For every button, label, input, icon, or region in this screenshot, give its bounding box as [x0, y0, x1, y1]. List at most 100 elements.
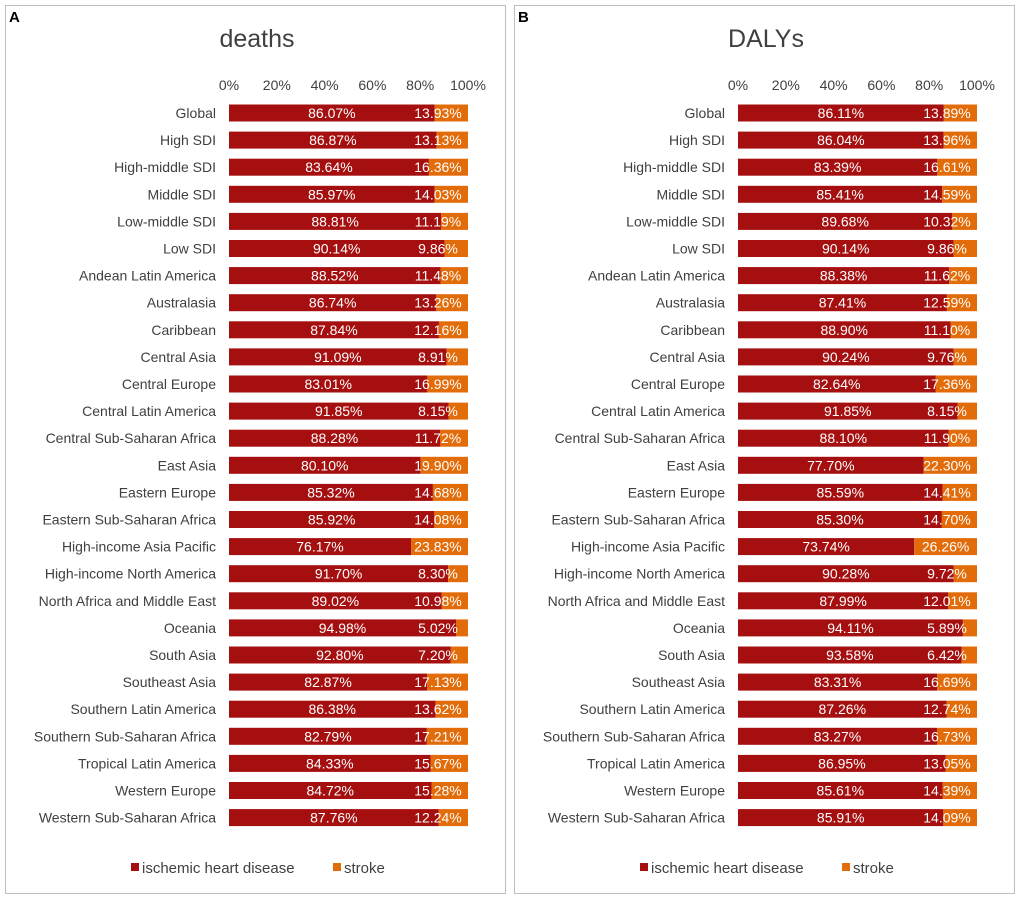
panel-b-ihd-bar — [738, 511, 942, 528]
panel-a-category-label: Southern Sub-Saharan Africa — [34, 728, 216, 744]
panel-a-stroke-data-label: 16.99% — [414, 376, 461, 392]
panel-a-stroke-data-label: 14.68% — [414, 484, 461, 500]
panel-b-stroke-bar — [948, 592, 977, 610]
panel-a-category-label: High-income Asia Pacific — [62, 539, 216, 555]
panel-a-stroke-bar — [456, 619, 468, 637]
panel-b-stroke-bar — [935, 375, 977, 393]
panel-b-ihd-bar — [738, 348, 954, 366]
panel-a-category-label: Western Europe — [115, 783, 216, 799]
panel-a-stroke-data-label: 12.24% — [414, 810, 461, 826]
panel-a-stroke-bar — [434, 104, 468, 122]
panel-a-category-label: Western Sub-Saharan Africa — [39, 810, 216, 826]
panel-a-category-label: Central Sub-Saharan Africa — [46, 430, 217, 446]
panel-a-ihd-data-label: 86.74% — [309, 295, 356, 311]
panel-a-stroke-bar — [436, 131, 468, 149]
panel-b-category-label: High-income North America — [554, 566, 725, 582]
panel-b-frame — [514, 5, 1015, 894]
panel-b-category-label: Australasia — [656, 295, 725, 311]
panel-b-category-label: High-middle SDI — [623, 159, 725, 175]
panel-b-ihd-bar — [738, 321, 951, 339]
panel-a-ihd-data-label: 85.32% — [307, 484, 354, 500]
panel-b-ihd-data-label: 85.41% — [816, 186, 863, 202]
panel-a-stroke-data-label: 12.16% — [414, 322, 461, 338]
panel-a-stroke-data-label: 7.20% — [418, 647, 458, 663]
panel-a-ihd-data-label: 86.87% — [309, 132, 356, 148]
panel-b-ihd-data-label: 88.90% — [820, 322, 867, 338]
panel-a-ihd-bar — [229, 700, 436, 718]
panel-a-stroke-data-label: 10.98% — [414, 593, 461, 609]
panel-b-ihd-data-label: 85.30% — [816, 512, 863, 528]
panel-a-ihd-bar — [229, 294, 437, 312]
panel-a-x-tick-label: 80% — [406, 77, 434, 93]
panel-a-stroke-data-label: 17.21% — [414, 728, 461, 744]
panel-b-stroke-bar — [937, 158, 977, 176]
panel-b-x-tick-label: 80% — [915, 77, 943, 93]
panel-b-chart-title: DALYs — [728, 25, 804, 53]
panel-a-category-label: High-income North America — [45, 566, 216, 582]
panel-a-ihd-data-label: 83.64% — [305, 159, 352, 175]
panel-b-stroke-data-label: 16.61% — [923, 159, 970, 175]
panel-b-stroke-data-label: 11.90% — [924, 430, 970, 446]
panel-a-stroke-bar — [439, 429, 468, 447]
panel-b-stroke-bar — [953, 565, 977, 583]
panel-a-ihd-bar — [229, 429, 440, 447]
panel-b-ihd-data-label: 93.58% — [826, 647, 873, 663]
panel-b-ihd-data-label: 83.39% — [814, 159, 861, 175]
panel-a-stroke-bar — [436, 294, 468, 312]
panel-a-legend-ihd-label: ischemic heart disease — [142, 860, 295, 877]
panel-b-ihd-bar — [738, 375, 936, 393]
panel-b-ihd-bar — [738, 565, 954, 583]
panel-b-stroke-data-label: 13.96% — [923, 132, 970, 148]
panel-b-ihd-data-label: 86.11% — [818, 105, 864, 121]
panel-a-stroke-data-label: 8.30% — [418, 566, 458, 582]
panel-a-legend-stroke-swatch — [333, 863, 341, 871]
panel-a-ihd-bar — [229, 483, 433, 501]
panel-b-ihd-bar — [738, 456, 924, 474]
panel-b-category-label: Global — [685, 105, 725, 121]
panel-a-ihd-bar — [229, 538, 412, 556]
panel-a-stroke-bar — [427, 673, 468, 691]
panel-b-category-label: Central Latin America — [591, 403, 725, 419]
panel-b-category-label: Central Europe — [631, 376, 725, 392]
panel-a-ihd-data-label: 86.07% — [308, 105, 355, 121]
panel-b-stroke-data-label: 17.36% — [923, 376, 970, 392]
panel-a-ihd-bar — [229, 131, 437, 149]
panel-b-ihd-bar — [738, 212, 953, 230]
panel-b-x-tick-label: 0% — [728, 77, 748, 93]
panel-b-stroke-data-label: 14.09% — [923, 810, 970, 826]
panel-b-ihd-data-label: 90.24% — [822, 349, 869, 365]
panel-b-stroke-bar — [957, 402, 977, 420]
panel-a-legend-ihd-swatch — [131, 863, 139, 871]
panel-a-stroke-data-label: 13.26% — [414, 295, 461, 311]
panel-a-category-label: Oceania — [164, 620, 216, 636]
panel-b-ihd-data-label: 91.85% — [824, 403, 871, 419]
panel-b-stroke-bar — [923, 456, 977, 474]
panel-a-stroke-data-label: 11.19% — [415, 213, 461, 229]
panel-b-category-label: East Asia — [667, 457, 726, 473]
panel-b-ihd-data-label: 83.31% — [814, 674, 861, 690]
panel-a-ihd-data-label: 83.01% — [304, 376, 351, 392]
panel-a-stroke-bar — [428, 158, 468, 176]
panel-b-ihd-bar — [738, 619, 963, 637]
panel-a-ihd-data-label: 86.38% — [308, 701, 355, 717]
panel-b-category-label: Southeast Asia — [632, 674, 726, 690]
panel-a-ihd-bar — [229, 782, 432, 799]
panel-b-dalys-chart: B DALYs 0% 20% 40% 60% 80% 100% Global 86.11% 13.8… — [514, 5, 1015, 894]
panel-b-x-tick-label: 60% — [867, 77, 895, 93]
panel-a-stroke-bar — [431, 782, 468, 799]
panel-a-stroke-data-label: 14.03% — [414, 186, 461, 202]
panel-b-ihd-bar — [738, 402, 958, 420]
panel-a-ihd-data-label: 88.28% — [311, 430, 358, 446]
panel-a-stroke-bar — [432, 483, 468, 501]
panel-b-category-label: Andean Latin America — [588, 268, 725, 284]
panel-b-stroke-bar — [943, 809, 977, 827]
panel-b-stroke-data-label: 13.05% — [923, 755, 970, 771]
panel-a-ihd-data-label: 89.02% — [312, 593, 359, 609]
panel-a-category-label: Global — [176, 105, 216, 121]
panel-a-stroke-bar — [438, 321, 468, 339]
panel-a-category-label: Eastern Europe — [119, 484, 216, 500]
panel-b-stroke-bar — [942, 185, 977, 203]
panel-a-stroke-data-label: 8.91% — [418, 349, 458, 365]
panel-a-stroke-bar — [411, 538, 468, 556]
